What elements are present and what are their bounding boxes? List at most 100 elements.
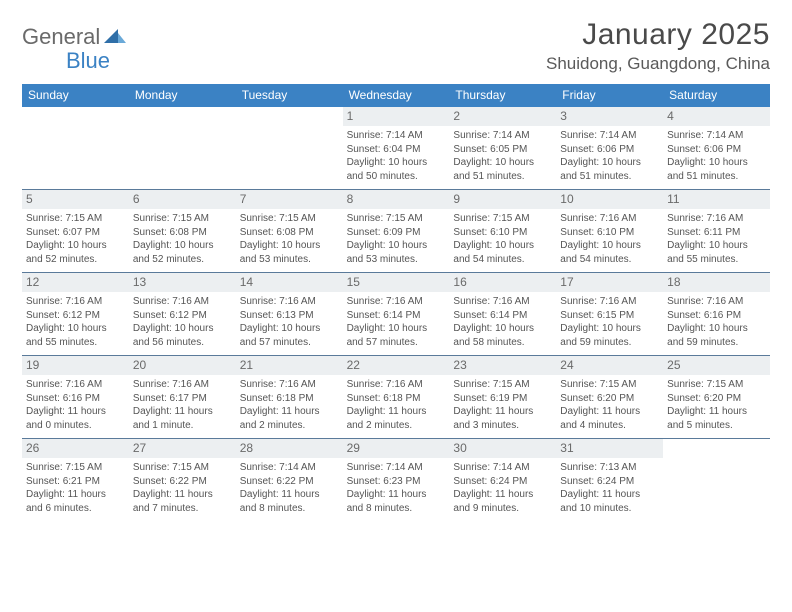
day-info: Sunrise: 7:16 AMSunset: 6:10 PMDaylight:… (560, 212, 659, 266)
week-row: 12Sunrise: 7:16 AMSunset: 6:12 PMDayligh… (22, 273, 770, 356)
day-number: 17 (556, 273, 663, 292)
sunset-text: Sunset: 6:08 PM (240, 226, 339, 240)
day-cell: 23Sunrise: 7:15 AMSunset: 6:19 PMDayligh… (449, 356, 556, 438)
week-row: 5Sunrise: 7:15 AMSunset: 6:07 PMDaylight… (22, 190, 770, 273)
daylight-text: Daylight: 10 hours and 57 minutes. (347, 322, 446, 349)
day-cell: 8 Sunrise: 7:15 AMSunset: 6:09 PMDaylight… (343, 190, 450, 272)
day-number: 15 (343, 273, 450, 292)
sunset-text: Sunset: 6:04 PM (347, 143, 446, 157)
day-info: Sunrise: 7:15 AMSunset: 6:10 PMDaylight:… (453, 212, 552, 266)
sunrise-text: Sunrise: 7:16 AM (26, 378, 125, 392)
month-title: January 2025 (546, 18, 770, 52)
day-header-mon: Monday (129, 84, 236, 107)
day-header-wed: Wednesday (343, 84, 450, 107)
day-info: Sunrise: 7:15 AMSunset: 6:20 PMDaylight:… (560, 378, 659, 432)
daylight-text: Daylight: 11 hours and 5 minutes. (667, 405, 766, 432)
sunset-text: Sunset: 6:17 PM (133, 392, 232, 406)
day-number: 8 (343, 190, 450, 209)
day-header-row: Sunday Monday Tuesday Wednesday Thursday… (22, 84, 770, 107)
day-info: Sunrise: 7:16 AMSunset: 6:12 PMDaylight:… (133, 295, 232, 349)
day-number: 6 (129, 190, 236, 209)
day-cell: 27Sunrise: 7:15 AMSunset: 6:22 PMDayligh… (129, 439, 236, 521)
day-info: Sunrise: 7:15 AMSunset: 6:09 PMDaylight:… (347, 212, 446, 266)
sunrise-text: Sunrise: 7:16 AM (453, 295, 552, 309)
daylight-text: Daylight: 11 hours and 0 minutes. (26, 405, 125, 432)
sunset-text: Sunset: 6:23 PM (347, 475, 446, 489)
day-number: 29 (343, 439, 450, 458)
day-cell: 9 Sunrise: 7:15 AMSunset: 6:10 PMDaylight… (449, 190, 556, 272)
daylight-text: Daylight: 10 hours and 55 minutes. (26, 322, 125, 349)
day-number: 16 (449, 273, 556, 292)
sunrise-text: Sunrise: 7:16 AM (560, 212, 659, 226)
sunrise-text: Sunrise: 7:15 AM (560, 378, 659, 392)
sunset-text: Sunset: 6:10 PM (453, 226, 552, 240)
sunset-text: Sunset: 6:24 PM (560, 475, 659, 489)
day-cell: 26Sunrise: 7:15 AMSunset: 6:21 PMDayligh… (22, 439, 129, 521)
day-cell (22, 107, 129, 189)
daylight-text: Daylight: 11 hours and 7 minutes. (133, 488, 232, 515)
sunrise-text: Sunrise: 7:16 AM (240, 295, 339, 309)
daylight-text: Daylight: 10 hours and 51 minutes. (560, 156, 659, 183)
sunset-text: Sunset: 6:11 PM (667, 226, 766, 240)
calendar-grid: Sunday Monday Tuesday Wednesday Thursday… (22, 84, 770, 521)
day-number: 7 (236, 190, 343, 209)
day-cell: 7 Sunrise: 7:15 AMSunset: 6:08 PMDaylight… (236, 190, 343, 272)
day-info: Sunrise: 7:14 AMSunset: 6:06 PMDaylight:… (560, 129, 659, 183)
location-label: Shuidong, Guangdong, China (546, 54, 770, 74)
day-header-fri: Friday (556, 84, 663, 107)
sunset-text: Sunset: 6:19 PM (453, 392, 552, 406)
day-cell (129, 107, 236, 189)
day-number: 26 (22, 439, 129, 458)
day-header-sun: Sunday (22, 84, 129, 107)
day-number: 9 (449, 190, 556, 209)
day-info: Sunrise: 7:16 AMSunset: 6:17 PMDaylight:… (133, 378, 232, 432)
day-info: Sunrise: 7:16 AMSunset: 6:18 PMDaylight:… (240, 378, 339, 432)
day-number (22, 107, 129, 126)
sunset-text: Sunset: 6:13 PM (240, 309, 339, 323)
sunset-text: Sunset: 6:09 PM (347, 226, 446, 240)
sunrise-text: Sunrise: 7:14 AM (667, 129, 766, 143)
sunset-text: Sunset: 6:10 PM (560, 226, 659, 240)
day-info: Sunrise: 7:14 AMSunset: 6:24 PMDaylight:… (453, 461, 552, 515)
daylight-text: Daylight: 10 hours and 59 minutes. (667, 322, 766, 349)
day-cell: 1Sunrise: 7:14 AMSunset: 6:04 PMDaylight… (343, 107, 450, 189)
daylight-text: Daylight: 11 hours and 2 minutes. (240, 405, 339, 432)
day-cell: 6Sunrise: 7:15 AMSunset: 6:08 PMDaylight… (129, 190, 236, 272)
day-cell: 29Sunrise: 7:14 AMSunset: 6:23 PMDayligh… (343, 439, 450, 521)
day-number: 2 (449, 107, 556, 126)
day-info: Sunrise: 7:15 AMSunset: 6:20 PMDaylight:… (667, 378, 766, 432)
day-number: 31 (556, 439, 663, 458)
day-info: Sunrise: 7:13 AMSunset: 6:24 PMDaylight:… (560, 461, 659, 515)
day-info: Sunrise: 7:15 AMSunset: 6:08 PMDaylight:… (240, 212, 339, 266)
day-info: Sunrise: 7:14 AMSunset: 6:04 PMDaylight:… (347, 129, 446, 183)
sunrise-text: Sunrise: 7:14 AM (453, 129, 552, 143)
sunrise-text: Sunrise: 7:15 AM (26, 461, 125, 475)
day-cell: 5Sunrise: 7:15 AMSunset: 6:07 PMDaylight… (22, 190, 129, 272)
daylight-text: Daylight: 11 hours and 2 minutes. (347, 405, 446, 432)
sunset-text: Sunset: 6:12 PM (133, 309, 232, 323)
day-number: 10 (556, 190, 663, 209)
sunrise-text: Sunrise: 7:14 AM (240, 461, 339, 475)
day-info: Sunrise: 7:14 AMSunset: 6:06 PMDaylight:… (667, 129, 766, 183)
day-number: 30 (449, 439, 556, 458)
title-block: January 2025 Shuidong, Guangdong, China (546, 18, 770, 74)
daylight-text: Daylight: 11 hours and 4 minutes. (560, 405, 659, 432)
sunset-text: Sunset: 6:06 PM (560, 143, 659, 157)
daylight-text: Daylight: 10 hours and 53 minutes. (347, 239, 446, 266)
day-number (129, 107, 236, 126)
sunset-text: Sunset: 6:06 PM (667, 143, 766, 157)
daylight-text: Daylight: 11 hours and 10 minutes. (560, 488, 659, 515)
day-number (236, 107, 343, 126)
day-info: Sunrise: 7:14 AMSunset: 6:05 PMDaylight:… (453, 129, 552, 183)
sunset-text: Sunset: 6:20 PM (560, 392, 659, 406)
daylight-text: Daylight: 11 hours and 8 minutes. (347, 488, 446, 515)
daylight-text: Daylight: 11 hours and 3 minutes. (453, 405, 552, 432)
day-info: Sunrise: 7:15 AMSunset: 6:22 PMDaylight:… (133, 461, 232, 515)
sunset-text: Sunset: 6:20 PM (667, 392, 766, 406)
sunset-text: Sunset: 6:12 PM (26, 309, 125, 323)
day-header-sat: Saturday (663, 84, 770, 107)
daylight-text: Daylight: 11 hours and 6 minutes. (26, 488, 125, 515)
sunrise-text: Sunrise: 7:16 AM (347, 378, 446, 392)
logo-text-blue: Blue (66, 48, 110, 73)
day-info: Sunrise: 7:16 AMSunset: 6:12 PMDaylight:… (26, 295, 125, 349)
